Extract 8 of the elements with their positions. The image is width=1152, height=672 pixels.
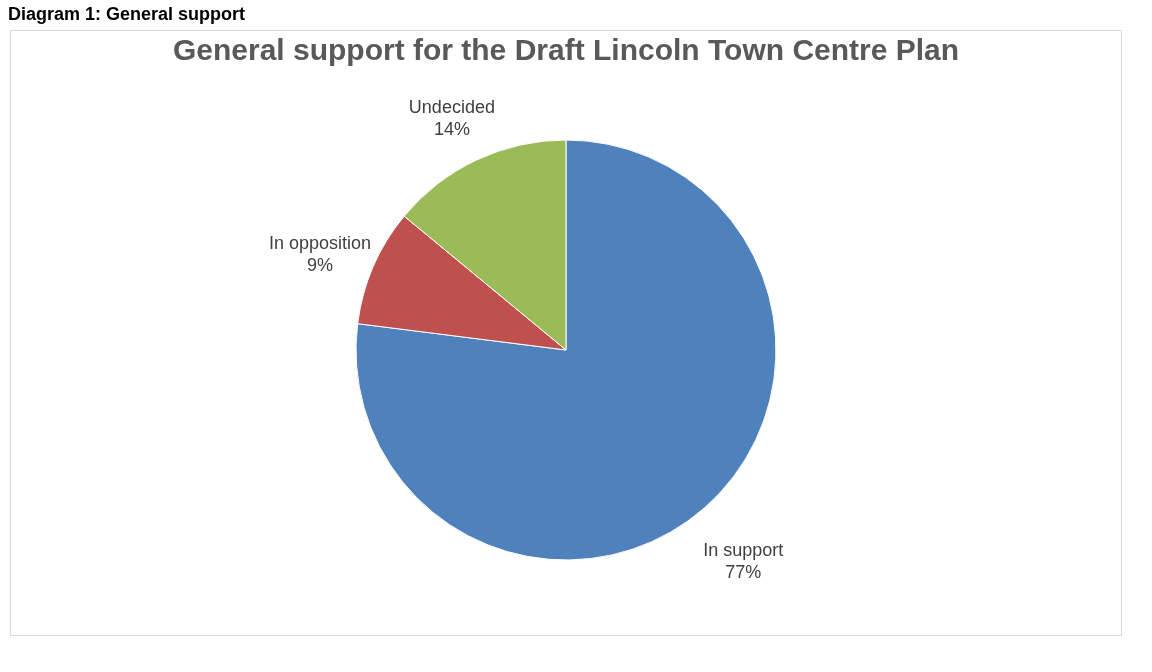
- data-label: 9%: [307, 254, 334, 275]
- data-label: 14%: [433, 118, 470, 139]
- slice-label: In support: [703, 540, 784, 561]
- slice-label: Undecided: [408, 96, 495, 117]
- data-label: 77%: [725, 562, 762, 583]
- chart-title: General support for the Draft Lincoln Town Centre Plan: [172, 33, 960, 66]
- slice-label: In opposition: [269, 232, 372, 253]
- text: Diagram 1: General support: [7, 3, 247, 26]
